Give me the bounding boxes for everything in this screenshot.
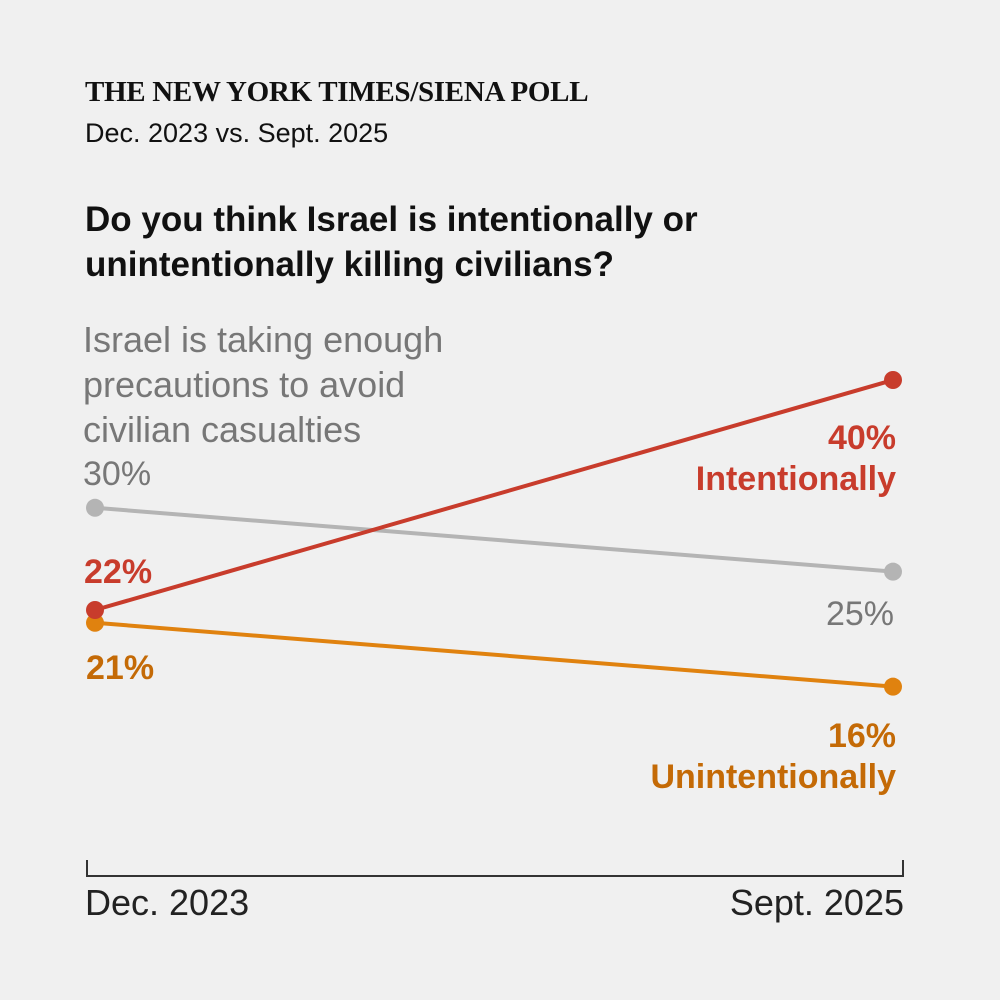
series-labels: 22% 40%Intentionally Israel is taking enou… (83, 319, 896, 796)
x-tick-label: Dec. 2023 (85, 882, 249, 923)
data-label: 16% (828, 717, 896, 755)
data-label: 40% (828, 419, 896, 457)
series-points (86, 371, 902, 696)
x-axis-line (86, 860, 904, 877)
series-lines (93, 378, 895, 689)
data-point (884, 562, 902, 581)
series-name-label: civilian casualties (83, 409, 361, 450)
series-name-label: Israel is taking enough (83, 319, 443, 360)
chart-subtitle: Dec. 2023 vs. Sept. 2025 (85, 118, 389, 148)
series-line (93, 505, 895, 574)
series-name-label: precautions to avoid (83, 364, 405, 405)
data-label: 21% (86, 649, 154, 687)
data-label: 30% (83, 455, 151, 493)
series-name-label: Unintentionally (650, 758, 896, 796)
data-point (86, 498, 104, 517)
data-point (86, 601, 104, 619)
x-axis: Dec. 2023 Sept. 2025 (85, 860, 904, 923)
chart-question: Do you think Israel is intentionally or … (85, 200, 698, 284)
series-line (93, 620, 895, 689)
series-line (93, 378, 895, 612)
chart-kicker: THE NEW YORK TIMES/SIENA POLL (85, 76, 589, 108)
series-name-label: Intentionally (696, 460, 896, 498)
data-point (884, 371, 902, 389)
data-label: 22% (84, 553, 152, 591)
data-point (884, 677, 902, 696)
data-label: 25% (826, 595, 894, 633)
x-tick-label: Sept. 2025 (730, 882, 904, 923)
data-point (86, 613, 104, 632)
